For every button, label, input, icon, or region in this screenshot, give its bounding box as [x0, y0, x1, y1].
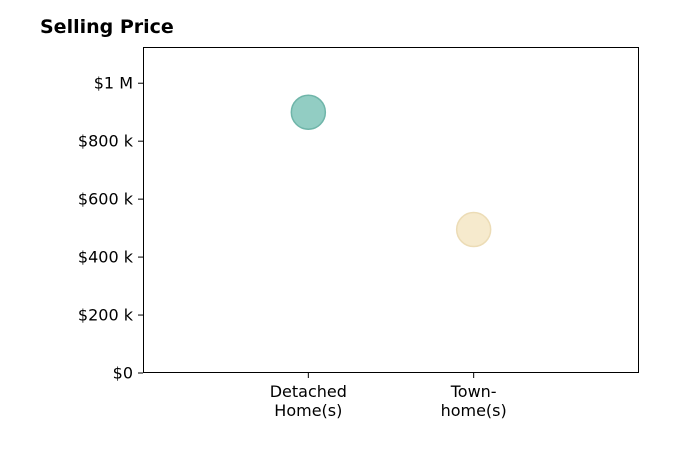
y-tick-label: $400 k — [78, 248, 134, 267]
x-axis: Detached Home(s) Town-home(s) — [270, 373, 507, 420]
x-tick-label: Detached Home(s) — [270, 382, 347, 420]
points-layer — [290, 94, 492, 248]
data-point — [455, 211, 492, 248]
y-tick-label: $200 k — [78, 306, 134, 325]
chart-title: Selling Price — [40, 16, 174, 38]
y-tick-label: $800 k — [78, 132, 134, 151]
plot-frame — [143, 47, 639, 373]
y-axis: $0 $200 k $400 k $600 k $800 k $1 M — [78, 74, 143, 383]
data-point — [290, 94, 327, 130]
y-tick-label: $0 — [113, 364, 133, 383]
x-tick-label: Town-home(s) — [441, 382, 507, 420]
y-tick-label: $600 k — [78, 190, 134, 209]
y-tick-label: $1 M — [94, 74, 133, 93]
